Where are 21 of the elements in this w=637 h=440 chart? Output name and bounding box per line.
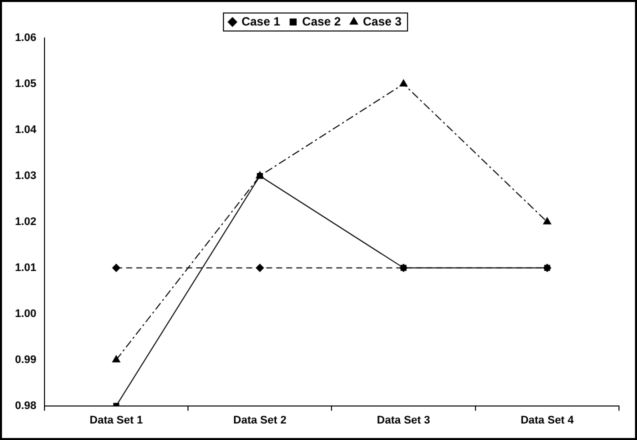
point xyxy=(543,217,552,224)
legend-label: Case 1 xyxy=(241,14,280,28)
point xyxy=(112,264,120,272)
y-tick-label: 1.06 xyxy=(14,32,36,44)
point xyxy=(112,355,120,362)
y-tick-label: 0.99 xyxy=(14,354,36,366)
legend-label: Case 2 xyxy=(302,14,342,28)
y-tick-label: 1.03 xyxy=(14,170,36,182)
y-tick-label: 0.98 xyxy=(14,400,36,412)
x-tick-label: Data Set 3 xyxy=(376,414,430,426)
x-tick-label: Data Set 2 xyxy=(233,414,286,426)
y-tick-label: 1.01 xyxy=(14,262,36,274)
y-tick-label: 1.05 xyxy=(14,78,36,90)
point xyxy=(400,79,408,86)
y-tick-label: 1.00 xyxy=(14,308,36,320)
point xyxy=(256,264,264,272)
y-tick-label: 1.02 xyxy=(14,216,36,228)
legend-label: Case 3 xyxy=(362,14,402,28)
y-tick-label: 1.04 xyxy=(14,124,38,136)
x-tick-label: Data Set 4 xyxy=(520,414,575,426)
x-tick-label: Data Set 1 xyxy=(90,414,143,426)
